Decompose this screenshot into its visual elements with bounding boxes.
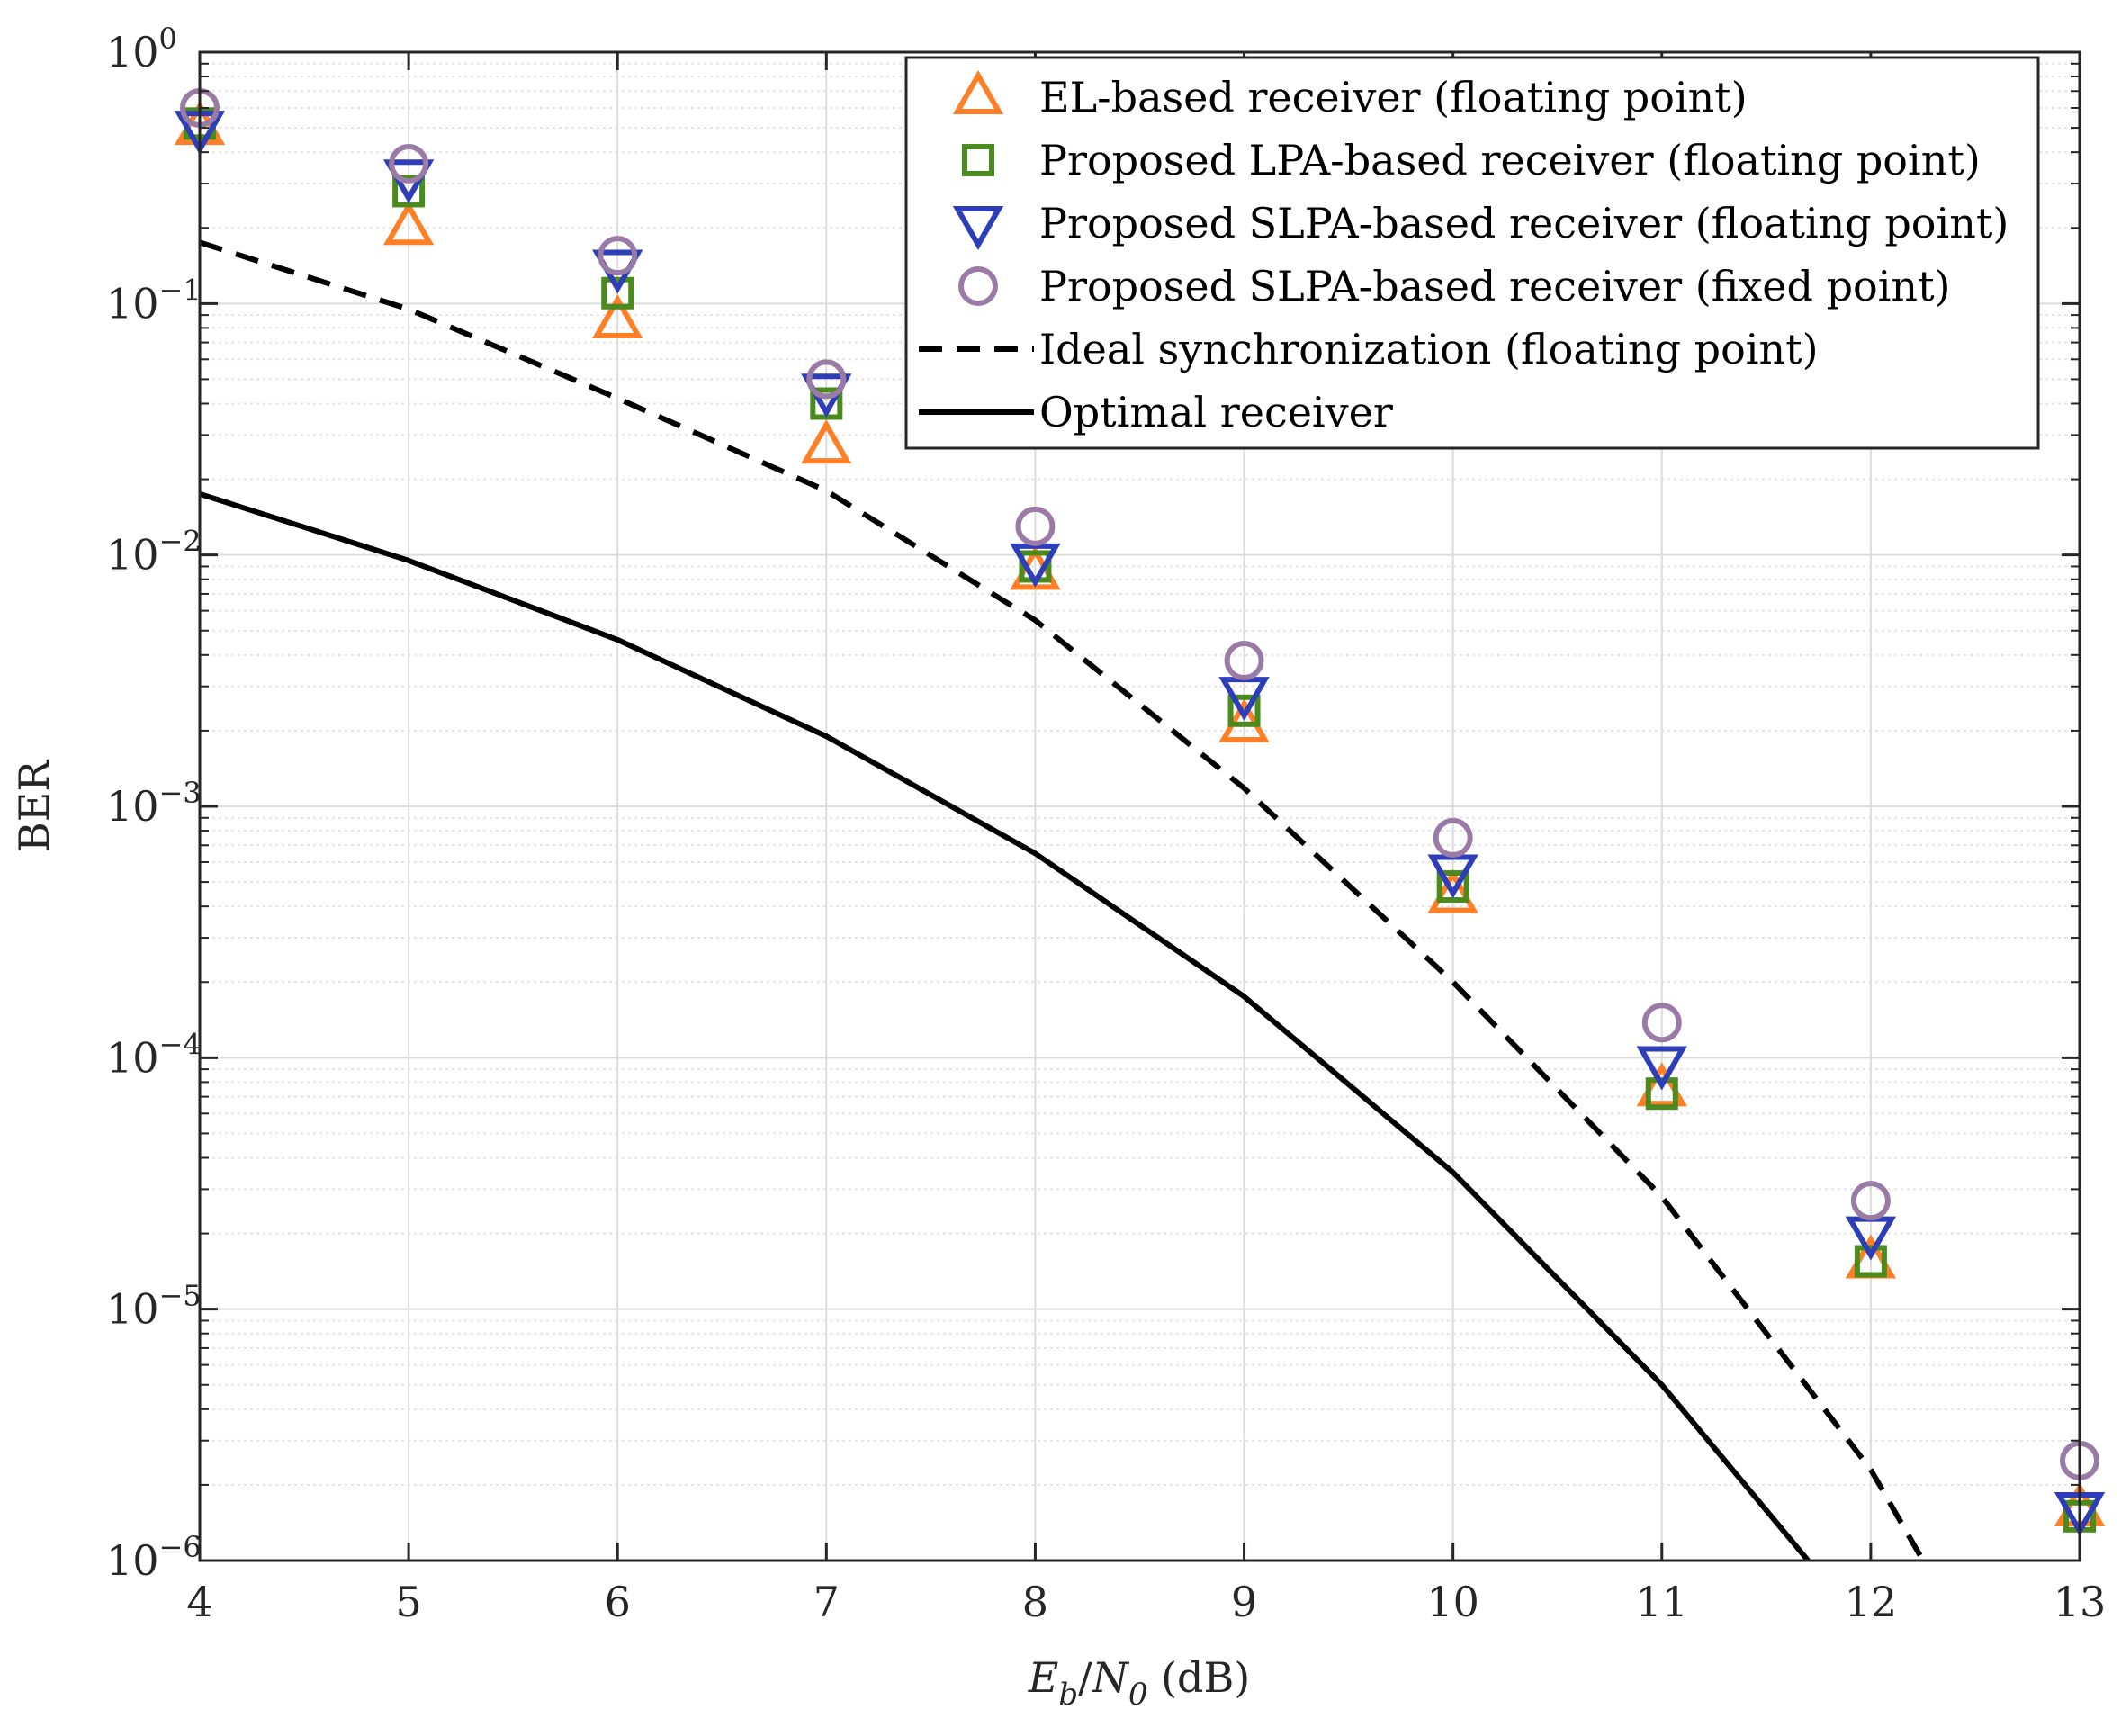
- x-tick-label: 8: [1022, 1578, 1048, 1626]
- legend-label: Optimal receiver: [1039, 388, 1393, 436]
- legend-label: EL-based receiver (floating point): [1039, 73, 1748, 121]
- x-tick-label: 10: [1426, 1578, 1479, 1626]
- data-point: [1641, 1003, 1682, 1043]
- x-tick-label: 11: [1636, 1578, 1689, 1626]
- legend-label: Proposed SLPA-based receiver (fixed poin…: [1039, 262, 1951, 310]
- data-point: [1636, 1046, 1687, 1091]
- data-point: [1227, 694, 1261, 727]
- data-point: [1436, 870, 1469, 904]
- legend-label: Proposed LPA-based receiver (floating po…: [1039, 136, 1981, 184]
- data-point: [389, 143, 429, 184]
- data-point: [598, 236, 638, 276]
- data-point: [592, 294, 643, 339]
- data-point: [392, 175, 426, 208]
- legend-box: [904, 56, 2040, 450]
- data-point: [1854, 1245, 1887, 1278]
- data-point: [1015, 506, 1056, 546]
- data-point: [1850, 1181, 1891, 1221]
- y-tick-labels: 100 10−1 10−2 10−3 10−4 10−5 10−6: [106, 22, 202, 1585]
- data-point: [1010, 543, 1061, 588]
- data-point: [382, 201, 435, 246]
- y-axis-label: BER: [10, 760, 58, 852]
- y-tick-label: 10−6: [106, 1530, 202, 1585]
- y-tick-label: 10−4: [106, 1027, 202, 1082]
- x-tick-label: 6: [605, 1578, 631, 1626]
- data-point: [1224, 641, 1264, 681]
- data-point: [801, 419, 852, 464]
- legend-item: Optimal receiver: [919, 388, 1393, 436]
- data-point: [1427, 868, 1478, 913]
- legend-item: Proposed SLPA-based receiver (floating p…: [952, 199, 2009, 251]
- legend-item: Proposed LPA-based receiver (floating po…: [962, 136, 1981, 184]
- y-tick-label: 100: [106, 22, 177, 76]
- data-point: [1433, 817, 1473, 858]
- x-tick-label: 13: [2054, 1578, 2107, 1626]
- series-line-optimal-receiver: [200, 490, 1811, 1561]
- legend: EL-based receiver (floating point) Propos…: [904, 56, 2040, 450]
- y-tick-label: 10−1: [106, 273, 202, 328]
- x-axis-label: Eb/N0 (dB): [1028, 1653, 1251, 1713]
- legend-swatch: [952, 206, 1004, 251]
- legend-label: Ideal synchronization (floating point): [1039, 325, 1819, 373]
- x-tick-label: 12: [1845, 1578, 1898, 1626]
- x-tick-labels: 4 5 6 7 8 9 10 11 12 13: [186, 1578, 2106, 1626]
- x-tick-label: 5: [395, 1578, 421, 1626]
- data-point: [806, 359, 847, 400]
- y-tick-label: 10−5: [106, 1279, 202, 1334]
- series-line-ideal-synchronization-floating-point: [200, 239, 1926, 1561]
- legend-swatch: [958, 266, 998, 306]
- legend-item: Ideal synchronization (floating point): [919, 325, 1819, 373]
- legend-item: EL-based receiver (floating point): [952, 69, 1748, 121]
- y-tick-label: 10−3: [106, 776, 202, 831]
- legend-label: Proposed SLPA-based receiver (floating p…: [1039, 199, 2009, 247]
- y-tick-label: 10−2: [106, 525, 202, 580]
- legend-swatch: [962, 144, 994, 176]
- legend-item: Proposed SLPA-based receiver (fixed poin…: [958, 262, 1951, 310]
- x-tick-label: 4: [186, 1578, 212, 1626]
- legend-swatch: [952, 69, 1004, 114]
- x-tick-label: 7: [813, 1578, 840, 1626]
- line-series: [200, 239, 1926, 1561]
- x-tick-label: 9: [1231, 1578, 1257, 1626]
- data-point: [1636, 1062, 1687, 1107]
- data-point: [601, 276, 634, 310]
